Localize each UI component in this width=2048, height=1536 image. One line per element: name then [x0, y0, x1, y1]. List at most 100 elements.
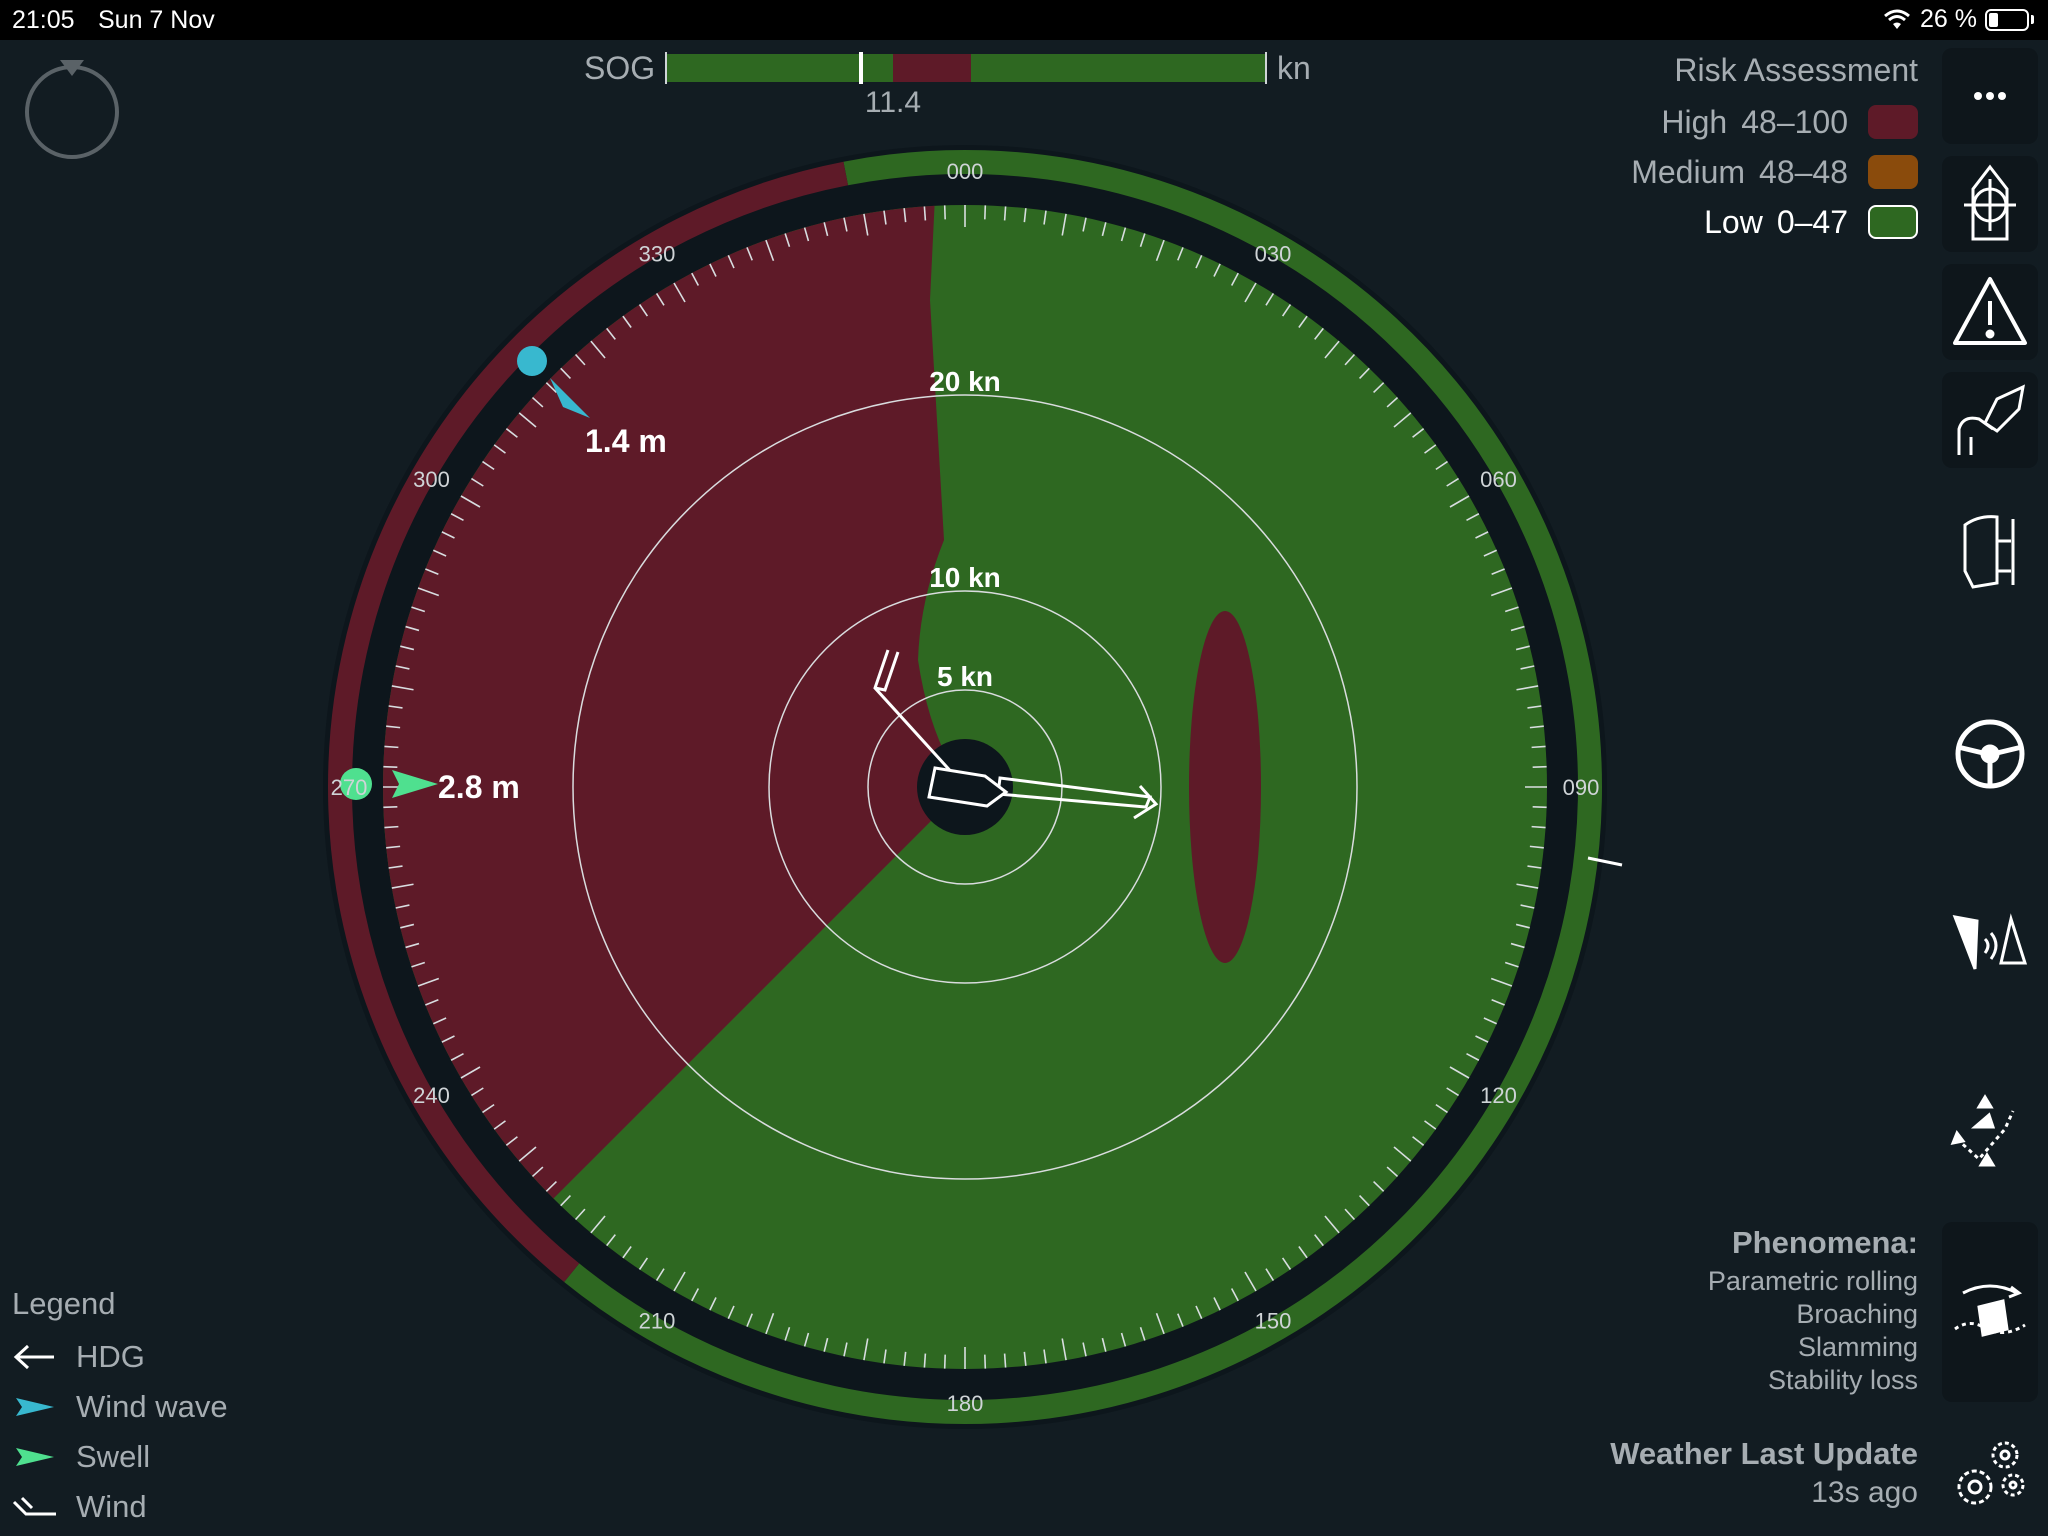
dial-tick — [405, 942, 420, 949]
rudder-button[interactable] — [1942, 504, 2038, 600]
risk-level-name: Medium — [1631, 153, 1746, 190]
hand-ship-icon — [1957, 384, 2025, 455]
dial-tick — [518, 412, 537, 428]
dial-tick — [903, 208, 907, 223]
dial-tick — [1529, 725, 1544, 729]
dial-tick — [1120, 227, 1127, 242]
risk-assessment-panel: Risk Assessment High 48–100 Medium 48–48… — [1631, 52, 1918, 247]
dial-tick — [1344, 1208, 1356, 1221]
settings-button[interactable] — [1942, 1426, 2038, 1522]
dial-tick — [405, 625, 420, 632]
heading-label: 180 — [947, 1391, 984, 1416]
dial-tick — [673, 1271, 686, 1292]
heading-label: 240 — [413, 1083, 450, 1108]
risk-level-medium[interactable]: Medium 48–48 — [1631, 147, 1918, 197]
dial-tick — [1101, 1337, 1107, 1352]
risk-level-high[interactable]: High 48–100 — [1631, 97, 1918, 147]
swell-marker — [340, 768, 372, 800]
wind-wave-icon — [16, 1398, 54, 1416]
dial-tick — [1491, 999, 1505, 1006]
risk-level-low[interactable]: Low 0–47 — [1631, 197, 1918, 247]
target-button[interactable] — [1942, 156, 2038, 252]
dial-tick — [425, 568, 439, 575]
sog-unit: kn — [1277, 50, 1311, 86]
dial-tick — [493, 444, 506, 454]
dial-tick — [1527, 705, 1542, 709]
swell-icon — [16, 1448, 54, 1466]
dial-tick — [1281, 304, 1292, 317]
risk-field-high — [383, 205, 965, 1199]
dial-tick — [1424, 1120, 1437, 1130]
dial-tick — [1003, 206, 1007, 221]
dial-tick — [1466, 513, 1480, 522]
dial-tick — [1177, 247, 1184, 261]
speed-ring-label: 10 kn — [929, 562, 1001, 593]
dial-tick — [1393, 412, 1412, 428]
dial-tick — [803, 1332, 810, 1347]
dial-tick — [1386, 396, 1399, 408]
dial-tick — [691, 272, 700, 286]
dial-tick — [1393, 1146, 1412, 1162]
dial-tick — [622, 1246, 632, 1259]
rolling-button[interactable] — [1942, 1222, 2038, 1402]
outer-ring-high — [327, 161, 849, 1283]
dial-tick — [863, 213, 869, 236]
dial-tick — [1213, 1297, 1221, 1311]
dial-tick — [1449, 1066, 1470, 1079]
dial-tick — [903, 1351, 907, 1366]
warning-button[interactable] — [1942, 264, 2038, 360]
refresh-icon[interactable] — [22, 56, 122, 166]
dial-tick — [1230, 1288, 1239, 1302]
dial-tick — [1155, 1312, 1165, 1335]
dial-tick — [1120, 1332, 1127, 1347]
steering-wheel-icon — [1955, 719, 2025, 789]
dial-tick — [863, 1338, 869, 1361]
manual-control-button[interactable] — [1942, 372, 2038, 468]
legend-label: Wind — [76, 1489, 147, 1524]
sensor-icon — [1952, 913, 2028, 970]
legend-item-wind: Wind — [12, 1482, 228, 1532]
dial-tick — [746, 247, 753, 261]
dial-tick — [1324, 340, 1340, 359]
wifi-icon — [1884, 9, 1910, 29]
risk-assessment-title: Risk Assessment — [1674, 52, 1918, 88]
dial-tick — [482, 460, 495, 471]
dial-tick — [765, 239, 775, 262]
dial-tick — [441, 1035, 455, 1043]
dial-tick — [1490, 587, 1513, 597]
dial-tick — [1281, 1257, 1292, 1270]
heading-label: 090 — [1563, 775, 1600, 800]
more-button[interactable] — [1942, 48, 2038, 144]
dial-tick — [545, 1180, 557, 1192]
steering-button[interactable] — [1942, 706, 2038, 802]
speed-ring-label: 5 kn — [937, 661, 993, 692]
dial-tick — [545, 382, 557, 394]
dial-tick — [1139, 233, 1146, 248]
dial-tick — [638, 1257, 649, 1270]
battery-tip — [2031, 15, 2034, 24]
dial-tick — [1520, 665, 1535, 670]
dial-tick — [1265, 1268, 1275, 1281]
dial-tick — [1491, 568, 1505, 575]
route-button[interactable] — [1942, 1082, 2038, 1178]
dial-tick — [1082, 217, 1087, 232]
risk-swatch-medium — [1868, 155, 1918, 189]
hdg-arrow-icon — [13, 1344, 54, 1370]
right-toolbar — [1942, 48, 2038, 1536]
risk-island-high — [1189, 611, 1261, 963]
dial-tick — [1244, 282, 1257, 303]
weather-update-age: 13s ago — [1811, 1476, 1918, 1509]
dial-tick — [505, 428, 518, 438]
dial-tick — [673, 282, 686, 303]
heading-label: 000 — [947, 159, 984, 184]
dial-tick — [1531, 745, 1546, 749]
dial-tick — [1244, 1271, 1257, 1292]
dial-tick — [1520, 904, 1535, 909]
dial-tick — [1435, 460, 1448, 471]
dial-tick — [590, 1215, 606, 1234]
sensor-button[interactable] — [1942, 892, 2038, 988]
dial-tick — [843, 217, 848, 232]
outer-ring-marker — [1587, 856, 1623, 867]
dial-tick — [1516, 883, 1539, 889]
